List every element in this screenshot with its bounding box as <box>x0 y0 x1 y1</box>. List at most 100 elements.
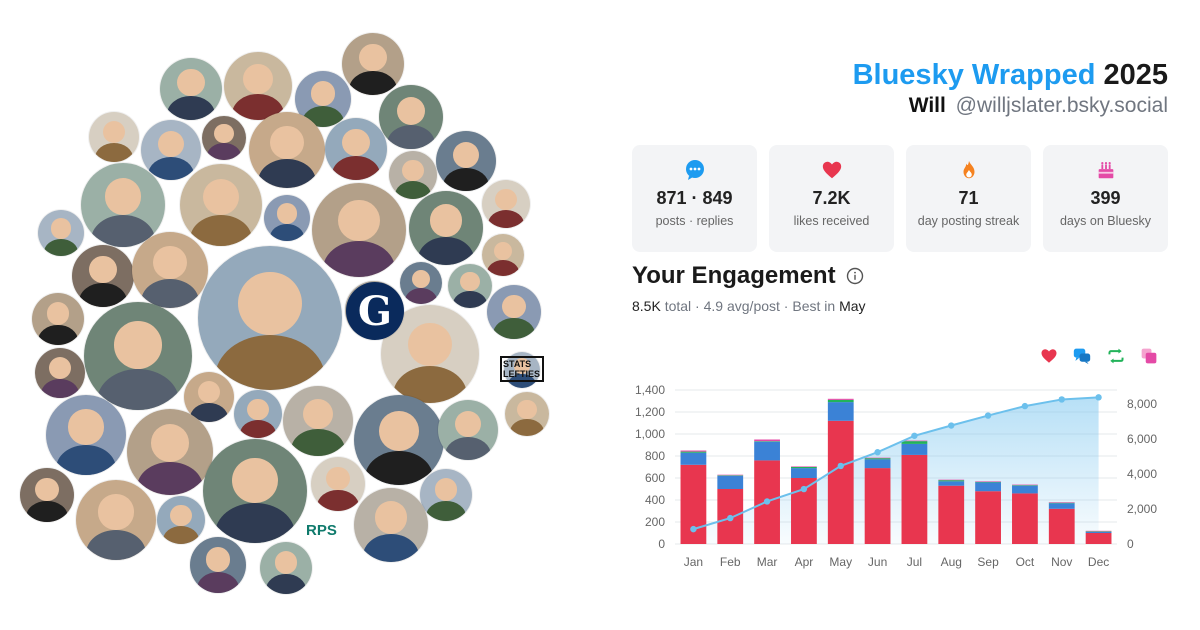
avatar-head <box>274 551 298 575</box>
bar-segment <box>975 481 1001 482</box>
y-tick-label-left: 600 <box>645 471 665 485</box>
avatar[interactable] <box>35 348 85 398</box>
reply-icon[interactable] <box>1072 347 1092 365</box>
stats-lefties-logo[interactable]: STATS LEFTIES <box>500 356 544 382</box>
avatar[interactable] <box>89 112 139 162</box>
avatar-body <box>41 379 79 398</box>
avatar[interactable] <box>203 439 307 543</box>
avatar[interactable] <box>81 163 165 247</box>
bar-segment <box>864 459 891 469</box>
avatar-head <box>198 381 220 403</box>
avatar-head <box>338 199 380 242</box>
bar-segment <box>717 474 744 476</box>
avatar[interactable] <box>409 191 483 265</box>
bar-segment <box>680 452 707 465</box>
bar-segment <box>1085 533 1112 544</box>
avatar-body <box>323 241 395 277</box>
x-tick-label: Feb <box>720 555 741 569</box>
avatar[interactable] <box>505 392 549 436</box>
avatar[interactable] <box>260 542 312 594</box>
stat-value: 7.2K <box>812 188 851 208</box>
avatar[interactable] <box>132 232 208 308</box>
avatar-head <box>46 302 70 326</box>
avatar-head <box>396 96 426 125</box>
avatar[interactable] <box>482 234 524 276</box>
avatar-head <box>50 218 72 239</box>
avatar[interactable] <box>400 262 442 304</box>
avatar-head <box>49 357 71 379</box>
stat-label: posts · replies <box>655 214 734 228</box>
avatar[interactable] <box>436 131 496 191</box>
avatar-body <box>443 168 489 191</box>
avatar[interactable] <box>190 537 246 593</box>
avatar[interactable] <box>448 264 492 308</box>
avatar[interactable] <box>224 52 292 120</box>
avatar[interactable] <box>180 164 262 246</box>
bar-segment <box>1048 503 1075 509</box>
avatar[interactable] <box>438 400 498 460</box>
avatar[interactable] <box>84 302 192 410</box>
avatar-body <box>196 571 240 593</box>
avatar[interactable] <box>32 293 84 345</box>
avatar-head <box>114 321 162 369</box>
stat-label: likes received <box>793 214 870 228</box>
avatar-head <box>153 245 187 280</box>
avatar[interactable] <box>72 245 134 307</box>
heart-icon[interactable] <box>1040 347 1058 365</box>
avatar[interactable] <box>76 480 156 560</box>
avatar[interactable] <box>157 496 205 544</box>
avatar[interactable] <box>264 195 310 241</box>
avatar[interactable] <box>141 120 201 180</box>
cumulative-point <box>911 432 918 439</box>
avatar[interactable] <box>379 85 443 149</box>
info-icon[interactable] <box>846 267 864 285</box>
avatar-head <box>202 178 240 215</box>
chart-legend <box>1040 347 1158 365</box>
avatar[interactable] <box>420 469 472 521</box>
avatar-head <box>359 44 387 72</box>
avatar[interactable] <box>38 210 84 256</box>
bar-segment <box>680 451 707 453</box>
avatar[interactable] <box>160 58 222 120</box>
avatar[interactable] <box>354 395 444 485</box>
avatar-body <box>453 291 487 308</box>
stat-label: days on Bluesky <box>1059 214 1152 228</box>
avatar-body <box>394 180 432 199</box>
avatar[interactable] <box>325 118 387 180</box>
avatar[interactable] <box>234 390 282 438</box>
avatar[interactable] <box>202 116 246 160</box>
bar-segment <box>938 480 965 482</box>
bar-segment <box>901 443 928 455</box>
bar-segment <box>1085 531 1112 533</box>
avatar-head <box>103 121 125 143</box>
y-tick-label-left: 0 <box>658 537 665 551</box>
avatar[interactable] <box>482 180 530 228</box>
quote-icon[interactable] <box>1140 347 1158 365</box>
avatar[interactable] <box>20 468 74 522</box>
rps-logo[interactable]: RPS <box>306 522 337 539</box>
avatar-head <box>342 129 370 157</box>
avatar[interactable] <box>312 183 406 277</box>
avatar[interactable] <box>354 488 428 562</box>
avatar[interactable] <box>389 151 437 199</box>
avatar-head <box>302 398 334 430</box>
stat-card-likes: 7.2K likes received <box>769 145 894 252</box>
avatar[interactable] <box>311 457 365 511</box>
repost-icon[interactable] <box>1106 347 1126 365</box>
avatar-body <box>364 450 434 485</box>
guardian-logo-avatar[interactable]: G <box>346 282 404 340</box>
avatar[interactable] <box>249 112 325 188</box>
avatar-body <box>445 437 491 460</box>
avatar[interactable] <box>381 305 479 403</box>
avatar[interactable] <box>184 372 234 422</box>
avatar[interactable] <box>283 386 353 456</box>
title-brand: Bluesky Wrapped <box>852 59 1096 91</box>
y-tick-label-right: 2,000 <box>1127 502 1157 516</box>
avatar[interactable] <box>342 33 404 95</box>
avatar[interactable] <box>487 285 541 339</box>
avatar[interactable] <box>46 395 126 475</box>
avatar[interactable] <box>198 246 342 390</box>
cake-icon <box>1098 162 1113 179</box>
avatar[interactable] <box>127 409 213 495</box>
y-tick-label-left: 1,400 <box>635 383 665 397</box>
